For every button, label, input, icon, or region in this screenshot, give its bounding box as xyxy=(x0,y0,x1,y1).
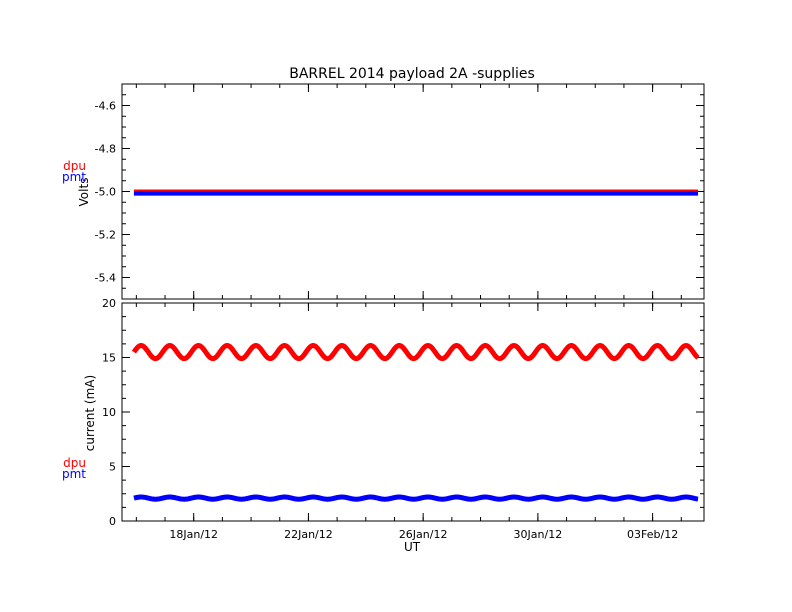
current-ytick-label: 0 xyxy=(109,515,116,528)
current-series-pmt xyxy=(132,494,700,502)
voltage-ytick-label: -4.6 xyxy=(95,100,116,113)
current-legend-dpu: dpu xyxy=(63,456,86,470)
chart-title: BARREL 2014 payload 2A -supplies xyxy=(289,66,535,82)
current-ytick-label: 15 xyxy=(102,352,116,365)
current-axes-frame xyxy=(121,302,705,522)
current-legend-pmt: pmt xyxy=(62,467,86,481)
voltage-legend-pmt: pmt xyxy=(62,170,86,184)
x-tick-label: 26Jan/12 xyxy=(399,528,448,541)
voltage-ytick-label: -5.2 xyxy=(95,229,116,242)
current-y-axis-label: current (mA) xyxy=(83,375,97,451)
current-y-ticks: 20 15 10 5 0 xyxy=(102,297,704,528)
current-series xyxy=(131,343,700,502)
voltage-y-ticks: -4.6 -4.8 -5.0 -5.2 -5.4 xyxy=(95,83,704,300)
voltage-ytick-label: -4.8 xyxy=(95,143,116,156)
current-x-ticks: 18Jan/12 22Jan/12 26Jan/12 30Jan/12 03Feb/12 xyxy=(135,303,682,541)
voltage-y-axis-label: Volts xyxy=(77,178,91,207)
x-tick-label: 30Jan/12 xyxy=(514,528,563,541)
voltage-ytick-label: -5.0 xyxy=(95,186,116,199)
current-ytick-label: 5 xyxy=(109,461,116,474)
panel-voltage: -4.6 -4.8 -5.0 -5.2 -5.4 Volts dpu pmt xyxy=(62,83,705,300)
current-series-dpu xyxy=(131,343,700,362)
x-tick-label: 18Jan/12 xyxy=(169,528,218,541)
voltage-ytick-label: -5.4 xyxy=(95,272,116,285)
voltage-x-ticks xyxy=(135,84,682,299)
x-axis-label: UT xyxy=(404,540,421,554)
voltage-series xyxy=(132,189,700,196)
current-ytick-label: 20 xyxy=(102,297,116,310)
x-tick-label: 03Feb/12 xyxy=(627,528,678,541)
voltage-legend-dpu: dpu xyxy=(63,159,86,173)
x-tick-label: 22Jan/12 xyxy=(284,528,333,541)
panel-current: 20 15 10 5 0 18Jan/12 22Jan/12 26Jan/12 30Jan/1… xyxy=(62,297,705,541)
current-ytick-label: 10 xyxy=(102,406,116,419)
